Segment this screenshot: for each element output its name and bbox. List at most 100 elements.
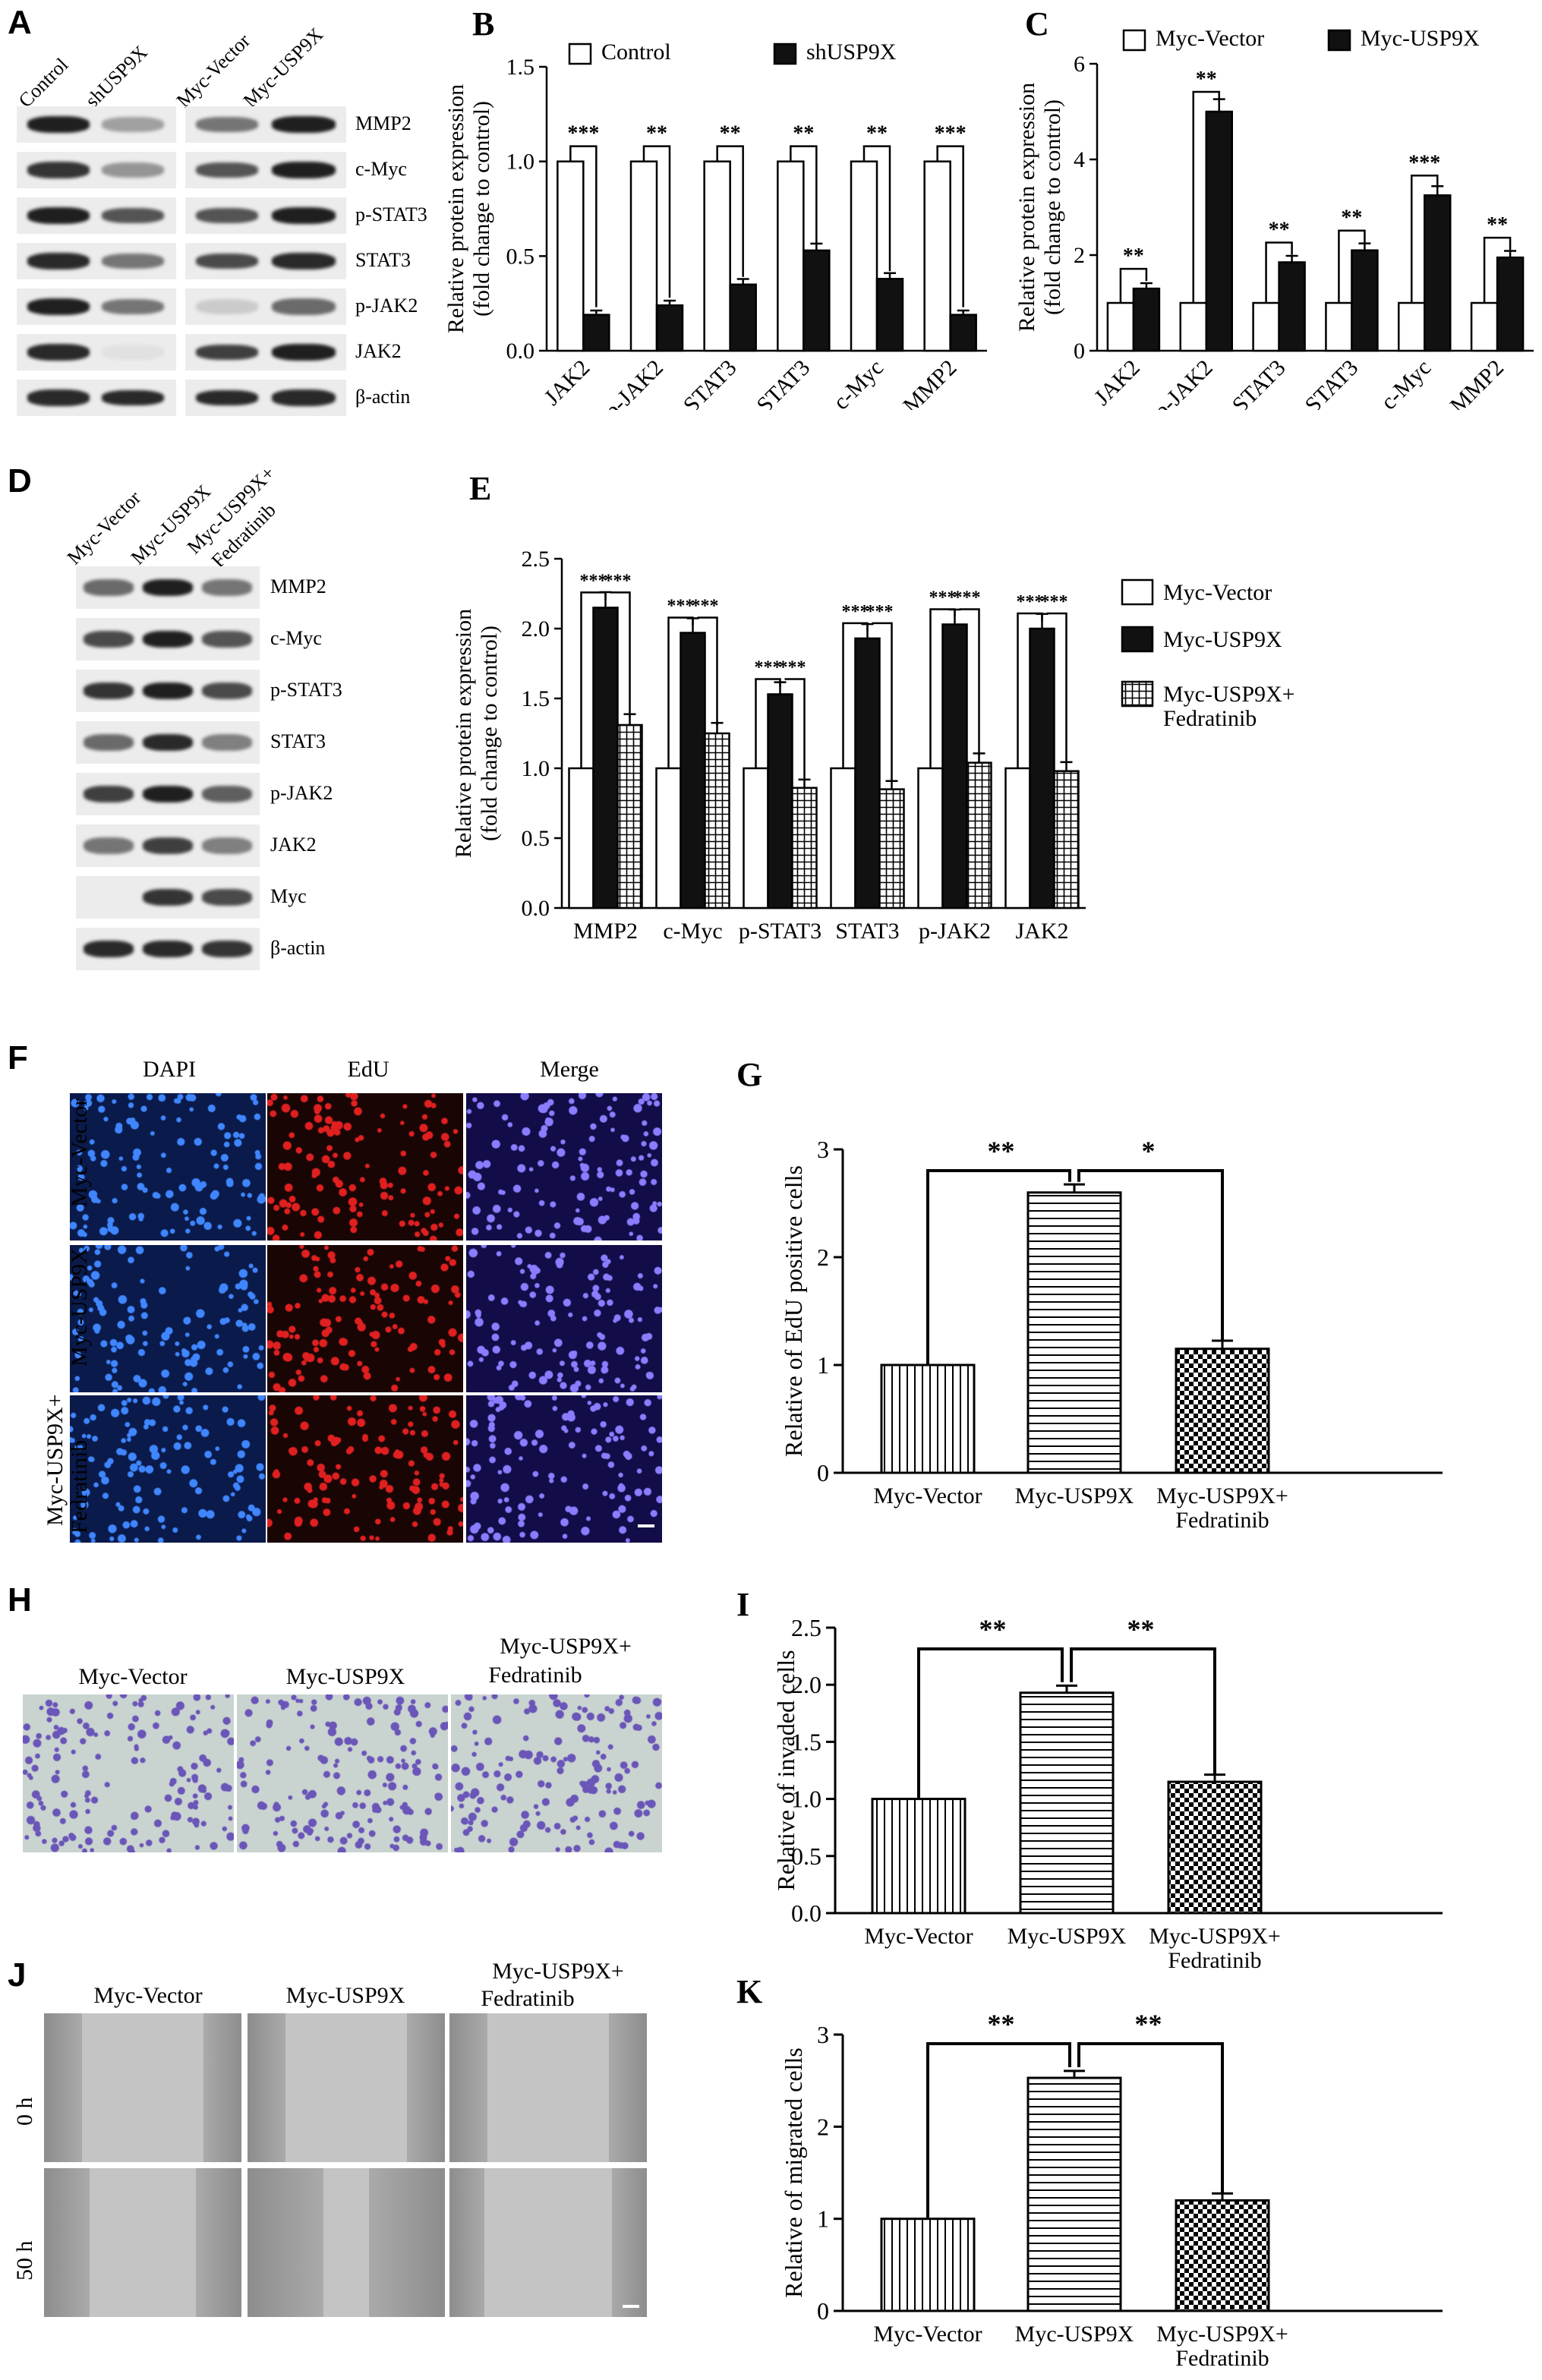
row-label: Myc-USP9X xyxy=(67,1247,92,1367)
row-label: 0 h xyxy=(12,2097,37,2126)
y-tick-label: 6 xyxy=(1074,52,1085,77)
x-tick-label: c-Myc xyxy=(663,919,722,944)
protein-band xyxy=(143,837,193,854)
legend-swatch xyxy=(1121,626,1154,653)
x-tick-label: Myc-Vector xyxy=(864,1924,973,1949)
y-axis-label-2: (fold change to control) xyxy=(469,101,494,317)
y-axis-label-2: (fold change to control) xyxy=(477,626,502,841)
significance-mark: ** xyxy=(1127,1614,1155,1644)
protein-band xyxy=(102,208,164,223)
bar xyxy=(729,283,757,352)
y-tick-label: 0.0 xyxy=(791,1899,821,1927)
bar xyxy=(830,767,856,909)
invasion-image xyxy=(237,1694,448,1852)
bar xyxy=(1026,2076,1122,2312)
fluorescence-image xyxy=(267,1093,463,1240)
bar xyxy=(875,278,904,352)
significance-bracket xyxy=(926,1169,1071,1365)
protein-band xyxy=(196,254,258,269)
protein-label: JAK2 xyxy=(270,834,317,856)
blot-row-left xyxy=(17,152,176,188)
blot-row xyxy=(76,721,260,764)
protein-band xyxy=(143,579,193,596)
significance-mark: *** xyxy=(567,122,599,146)
significance-mark: ** xyxy=(1269,218,1290,241)
bar xyxy=(1205,110,1233,352)
chart-g: 0 1 2 3 Relative of EdU positive cells Myc-Ve… xyxy=(736,1056,1443,1533)
y-tick-label: 1.5 xyxy=(506,55,535,80)
x-tick-label: Myc-USP9X xyxy=(1015,2322,1134,2347)
bar xyxy=(854,637,881,909)
x-tick-label: c-Myc xyxy=(828,355,888,410)
significance-bracket xyxy=(610,591,631,717)
column-label: DAPI xyxy=(142,1057,196,1082)
bar xyxy=(941,623,968,909)
wound-image xyxy=(248,2013,445,2162)
column-label: Myc-USP9X xyxy=(285,1983,405,2008)
significance-mark: *** xyxy=(1017,592,1044,612)
column-label: Fedratinib xyxy=(488,1663,582,1688)
panel-label: E xyxy=(469,470,491,507)
bar xyxy=(1351,249,1379,352)
column-label: Fedratinib xyxy=(481,1986,575,2011)
x-tick-label: JAK2 xyxy=(1089,355,1145,410)
x-tick-label: Myc-USP9X xyxy=(1008,1924,1127,1949)
blot-row-right xyxy=(185,380,346,416)
x-tick-label: p-STAT3 xyxy=(739,355,815,410)
significance-mark: ** xyxy=(979,1614,1007,1644)
bar xyxy=(1470,301,1499,352)
x-tick-label: p-STAT3 xyxy=(1287,355,1364,410)
x-tick-label: STAT3 xyxy=(1228,355,1291,410)
bar xyxy=(582,314,610,352)
protein-band xyxy=(27,162,90,178)
significance-mark: *** xyxy=(1041,592,1068,612)
legend-swatch xyxy=(773,43,797,65)
x-tick-label: p-JAK2 xyxy=(919,919,991,944)
significance-bracket xyxy=(917,1647,1064,1799)
bar xyxy=(777,160,805,352)
y-axis-label: Relative of EdU positive cells xyxy=(780,1165,807,1457)
significance-bracket xyxy=(842,622,869,768)
row-label: Myc-Vector xyxy=(67,1098,92,1207)
x-tick-label: p-JAK2 xyxy=(599,355,668,410)
protein-label: MMP2 xyxy=(270,575,326,597)
chart-k: 0 1 2 3 Relative of migrated cells Myc-Vector… xyxy=(736,1973,1443,2371)
scale-bar xyxy=(638,1524,654,1527)
significance-bracket xyxy=(936,145,964,307)
x-tick-label: Myc-USP9X+ xyxy=(1156,1483,1288,1508)
panel-label: K xyxy=(736,1973,762,2010)
significance-mark: *** xyxy=(935,122,967,146)
protein-band xyxy=(27,253,90,270)
x-tick-label: Myc-USP9X+ xyxy=(1149,1924,1281,1949)
significance-bracket xyxy=(1070,1647,1216,1775)
panel-label: I xyxy=(736,1586,749,1623)
protein-band xyxy=(202,786,252,802)
x-tick-label: JAK2 xyxy=(539,355,594,410)
bar xyxy=(1026,1191,1122,1474)
significance-bracket xyxy=(929,608,956,768)
significance-mark: ** xyxy=(1135,2009,1162,2039)
legend-label: Myc-Vector xyxy=(1163,580,1272,605)
legend-label: Control xyxy=(601,39,671,65)
significance-mark: *** xyxy=(755,657,782,677)
y-tick-label: 2.0 xyxy=(791,1671,821,1698)
x-tick-label: STAT3 xyxy=(835,919,899,944)
panel-label-h: H xyxy=(8,1581,32,1619)
protein-band xyxy=(27,389,90,406)
protein-band xyxy=(202,579,252,596)
protein-band xyxy=(196,162,258,178)
y-tick-label: 1.5 xyxy=(791,1728,821,1755)
x-tick-label: c-Myc xyxy=(1376,355,1436,410)
panel-label-a: A xyxy=(8,4,32,41)
y-tick-label: 1.5 xyxy=(522,686,550,711)
fluorescence-image xyxy=(70,1093,266,1240)
y-tick-label: 3 xyxy=(817,2021,829,2048)
legend-swatch xyxy=(1122,29,1146,52)
significance-mark: *** xyxy=(866,602,894,622)
legend-label: shUSP9X xyxy=(806,39,897,65)
protein-band xyxy=(143,941,193,957)
significance-bracket xyxy=(1265,241,1293,303)
protein-band xyxy=(102,117,164,132)
x-tick-label: MMP2 xyxy=(1446,355,1509,410)
legend-label: Myc-USP9X xyxy=(1163,627,1282,652)
